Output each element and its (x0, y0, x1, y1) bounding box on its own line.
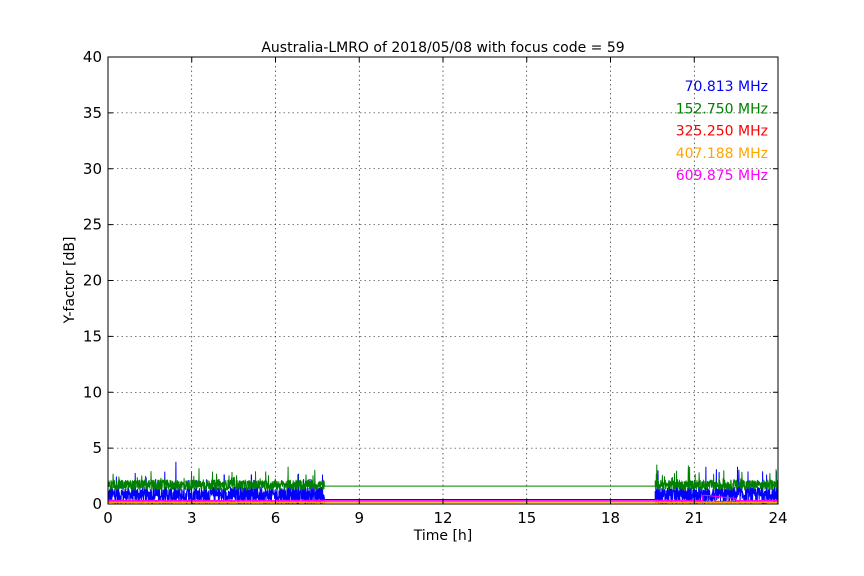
x-tick-label: 9 (354, 509, 364, 527)
x-tick-label: 3 (187, 509, 197, 527)
series-line (107, 501, 779, 504)
x-tick-label: 18 (601, 509, 620, 527)
x-axis-label: Time [h] (413, 528, 473, 544)
series-line (107, 494, 779, 502)
y-tick-label: 30 (83, 160, 102, 178)
ticks (107, 56, 779, 505)
x-tick-label: 12 (433, 509, 452, 527)
legend-entry: 70.813 MHz (685, 79, 768, 95)
y-tick-label: 0 (92, 495, 102, 513)
x-tick-label: 24 (768, 509, 787, 527)
legend-entry: 152.750 MHz (676, 101, 768, 117)
x-tick-label: 21 (685, 509, 704, 527)
legend-entry: 407.188 MHz (676, 146, 768, 162)
y-tick-label: 15 (83, 327, 102, 345)
x-tick-label: 0 (103, 509, 113, 527)
y-tick-label: 20 (83, 272, 102, 290)
series-layer (107, 461, 779, 504)
legend: 70.813 MHz 152.750 MHz 325.250 MHz 407.188 … (676, 79, 768, 184)
y-tick-label: 35 (83, 104, 102, 122)
legend-entry: 609.875 MHz (676, 168, 768, 184)
y-tick-label: 5 (92, 439, 102, 457)
y-tick-label: 40 (83, 48, 102, 66)
y-axis-label: Y-factor [dB] (62, 237, 78, 325)
chart-title: Australia-LMRO of 2018/05/08 with focus … (261, 40, 624, 56)
grid (108, 57, 778, 504)
x-tick-label: 15 (517, 509, 536, 527)
legend-entry: 325.250 MHz (676, 124, 768, 140)
y-tick-label: 10 (83, 383, 102, 401)
y-tick-label: 25 (83, 216, 102, 234)
tick-labels: 0 3 6 9 12 15 18 21 24 0 5 10 15 20 25 30 35 40 (83, 48, 788, 527)
x-tick-label: 6 (271, 509, 281, 527)
series-line (107, 464, 779, 491)
